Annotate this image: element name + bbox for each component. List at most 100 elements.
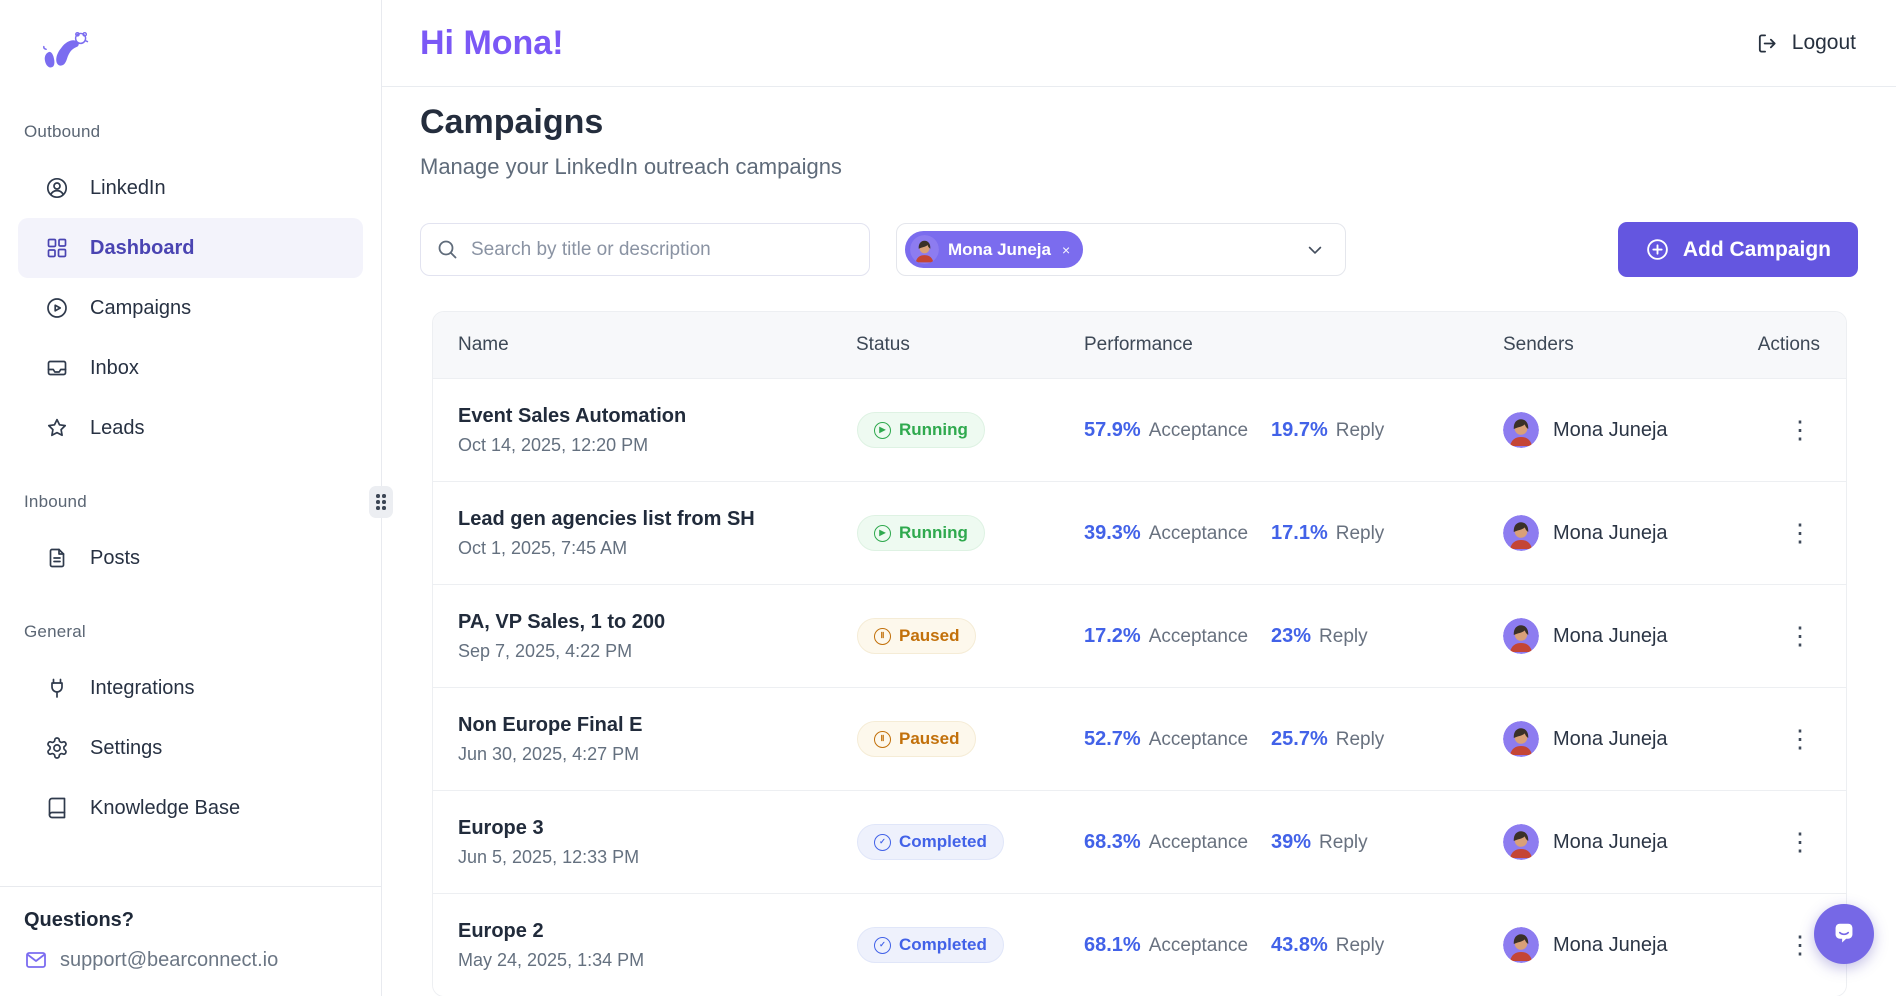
inbox-icon bbox=[45, 356, 69, 380]
status-cell: ✓ Completed bbox=[856, 927, 1084, 963]
acceptance-value: 68.3% bbox=[1084, 830, 1141, 853]
sender-avatar bbox=[1503, 618, 1539, 654]
table-row[interactable]: Lead gen agencies list from SH Oct 1, 20… bbox=[433, 481, 1846, 584]
reply-value: 17.1% bbox=[1271, 521, 1328, 544]
campaign-date: Jun 5, 2025, 12:33 PM bbox=[458, 846, 640, 867]
status-cell: Ⅱ Paused bbox=[856, 721, 1084, 757]
brand-logo-bear-icon[interactable] bbox=[38, 26, 381, 82]
support-email-link[interactable]: support@bearconnect.io bbox=[60, 948, 279, 971]
status-icon: ✓ bbox=[874, 833, 891, 851]
add-campaign-button[interactable]: Add Campaign bbox=[1617, 222, 1858, 277]
campaign-name: Europe 2 bbox=[458, 919, 544, 942]
sidebar-item-leads[interactable]: Leads bbox=[18, 398, 363, 458]
table-row[interactable]: Non Europe Final E Jun 30, 2025, 4:27 PM… bbox=[433, 687, 1846, 790]
table-row[interactable]: PA, VP Sales, 1 to 200 Sep 7, 2025, 4:22… bbox=[433, 584, 1846, 687]
sidebar-item-dashboard[interactable]: Dashboard bbox=[18, 218, 363, 278]
sidebar-item-posts[interactable]: Posts bbox=[18, 528, 363, 588]
reply-label: Reply bbox=[1319, 625, 1368, 647]
status-badge: Ⅱ Paused bbox=[857, 721, 977, 757]
sidebar-footer: Questions? support@bearconnect.io bbox=[0, 886, 381, 996]
table-row[interactable]: Europe 3 Jun 5, 2025, 12:33 PM ✓ Complet… bbox=[433, 790, 1846, 893]
sidebar: Outbound LinkedIn Dashboard Campaigns bbox=[0, 0, 393, 996]
status-label: Running bbox=[899, 420, 968, 439]
reply-value: 23% bbox=[1271, 624, 1312, 647]
sidebar-item-campaigns[interactable]: Campaigns bbox=[18, 278, 363, 338]
acceptance-label: Acceptance bbox=[1148, 934, 1249, 956]
sender-avatar bbox=[1503, 515, 1539, 551]
performance-cell: 68.1% Acceptance 43.8% Reply bbox=[1084, 934, 1503, 957]
row-actions-kebab-icon[interactable]: ⋮ bbox=[1778, 929, 1823, 962]
table-row[interactable]: Europe 2 May 24, 2025, 1:34 PM ✓ Complet… bbox=[433, 893, 1846, 996]
actions-cell: ⋮ bbox=[1754, 414, 1846, 447]
sidebar-nav-outbound: LinkedIn Dashboard Campaigns Inbox bbox=[0, 158, 381, 458]
chat-widget-button[interactable] bbox=[1814, 904, 1874, 964]
logout-button[interactable]: Logout bbox=[1756, 31, 1856, 55]
sender-cell: Mona Juneja bbox=[1503, 515, 1754, 551]
search-input[interactable] bbox=[420, 223, 870, 276]
table-row[interactable]: Event Sales Automation Oct 14, 2025, 12:… bbox=[433, 378, 1846, 481]
acceptance-label: Acceptance bbox=[1148, 728, 1249, 750]
footer-questions-title: Questions? bbox=[24, 909, 135, 931]
col-header-name: Name bbox=[458, 334, 509, 355]
page-title: Campaigns bbox=[420, 103, 604, 141]
sidebar-item-settings[interactable]: Settings bbox=[18, 718, 363, 778]
sender-cell: Mona Juneja bbox=[1503, 927, 1754, 963]
chip-remove-icon[interactable]: × bbox=[1061, 241, 1071, 258]
chevron-down-icon bbox=[1305, 240, 1325, 260]
status-icon: Ⅱ bbox=[874, 730, 891, 748]
sender-avatar bbox=[1503, 927, 1539, 963]
sender-name: Mona Juneja bbox=[1553, 933, 1668, 956]
performance-cell: 57.9% Acceptance 19.7% Reply bbox=[1084, 419, 1503, 442]
performance-cell: 52.7% Acceptance 25.7% Reply bbox=[1084, 728, 1503, 751]
sidebar-section-inbound: Inbound bbox=[24, 492, 87, 511]
sender-filter-select[interactable]: Mona Juneja × bbox=[896, 223, 1346, 276]
sidebar-resize-handle[interactable] bbox=[369, 486, 393, 518]
file-text-icon bbox=[45, 546, 69, 570]
row-actions-kebab-icon[interactable]: ⋮ bbox=[1778, 517, 1823, 550]
sender-avatar bbox=[1503, 412, 1539, 448]
logout-icon bbox=[1758, 33, 1776, 53]
dashboard-grid-icon bbox=[45, 236, 69, 260]
campaign-name-cell: Lead gen agencies list from SH Oct 1, 20… bbox=[433, 508, 856, 559]
sidebar-item-knowledge-base[interactable]: Knowledge Base bbox=[18, 778, 363, 838]
sender-avatar bbox=[1503, 721, 1539, 757]
sidebar-item-integrations[interactable]: Integrations bbox=[18, 658, 363, 718]
sender-cell: Mona Juneja bbox=[1503, 618, 1754, 654]
sender-name: Mona Juneja bbox=[1553, 418, 1668, 441]
status-icon: ▶ bbox=[874, 524, 891, 542]
col-header-senders: Senders bbox=[1503, 334, 1574, 355]
status-badge: ▶ Running bbox=[857, 412, 985, 448]
row-actions-kebab-icon[interactable]: ⋮ bbox=[1778, 620, 1823, 653]
sender-cell: Mona Juneja bbox=[1503, 824, 1754, 860]
acceptance-label: Acceptance bbox=[1148, 831, 1249, 853]
reply-value: 39% bbox=[1271, 830, 1312, 853]
performance-cell: 39.3% Acceptance 17.1% Reply bbox=[1084, 522, 1503, 545]
status-cell: ✓ Completed bbox=[856, 824, 1084, 860]
user-circle-icon bbox=[45, 176, 69, 200]
row-actions-kebab-icon[interactable]: ⋮ bbox=[1778, 826, 1823, 859]
sender-chip[interactable]: Mona Juneja × bbox=[905, 231, 1084, 268]
sender-name: Mona Juneja bbox=[1553, 521, 1668, 544]
campaigns-table: Name Status Performance Senders Actions … bbox=[432, 311, 1847, 996]
status-label: Paused bbox=[899, 626, 960, 645]
acceptance-value: 68.1% bbox=[1084, 933, 1141, 956]
campaign-name: Non Europe Final E bbox=[458, 713, 643, 736]
main-area: Hi Mona! Logout Campaigns Manage your Li… bbox=[382, 0, 1896, 996]
campaign-date: Sep 7, 2025, 4:22 PM bbox=[458, 640, 633, 661]
sidebar-item-inbox[interactable]: Inbox bbox=[18, 338, 363, 398]
campaign-name-cell: Europe 3 Jun 5, 2025, 12:33 PM bbox=[433, 817, 856, 868]
sidebar-item-linkedin[interactable]: LinkedIn bbox=[18, 158, 363, 218]
page-subtitle: Manage your LinkedIn outreach campaigns bbox=[420, 154, 842, 179]
performance-cell: 17.2% Acceptance 23% Reply bbox=[1084, 625, 1503, 648]
chat-bubble-icon bbox=[1835, 923, 1853, 943]
status-badge: ✓ Completed bbox=[857, 927, 1004, 963]
row-actions-kebab-icon[interactable]: ⋮ bbox=[1778, 414, 1823, 447]
status-cell: Ⅱ Paused bbox=[856, 618, 1084, 654]
campaign-date: Oct 14, 2025, 12:20 PM bbox=[458, 434, 649, 455]
campaign-name-cell: Europe 2 May 24, 2025, 1:34 PM bbox=[433, 920, 856, 971]
status-label: Paused bbox=[899, 729, 960, 748]
row-actions-kebab-icon[interactable]: ⋮ bbox=[1778, 723, 1823, 756]
status-badge: Ⅱ Paused bbox=[857, 618, 977, 654]
controls-row: Mona Juneja × Add Campaign bbox=[420, 222, 1858, 277]
col-header-actions: Actions bbox=[1757, 334, 1820, 355]
